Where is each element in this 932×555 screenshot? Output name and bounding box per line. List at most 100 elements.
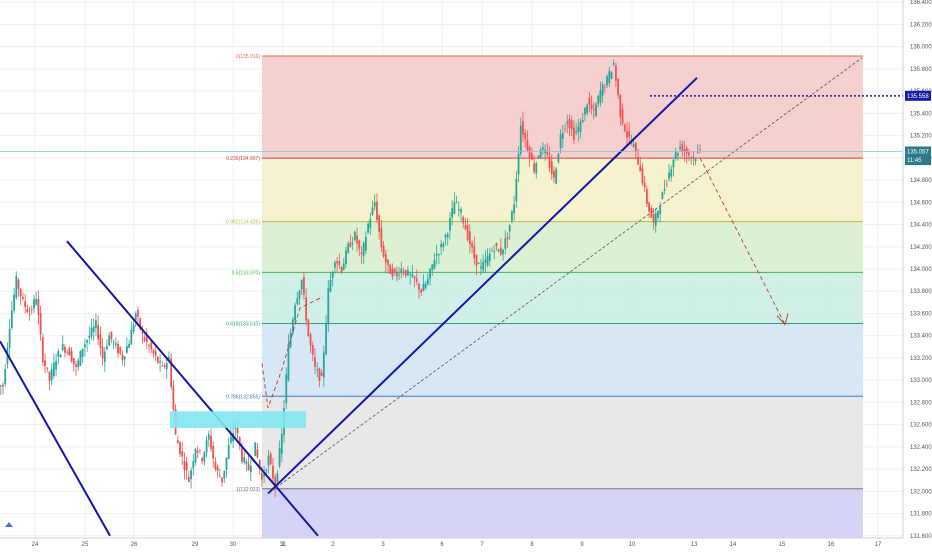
candle-body: [97, 325, 100, 340]
candle-body: [464, 225, 467, 230]
candle-body: [641, 168, 644, 184]
candle-body: [513, 204, 516, 214]
candle-body: [334, 262, 336, 268]
candle-body: [130, 329, 133, 345]
candle-body: [539, 149, 542, 158]
candle-body: [645, 189, 648, 205]
candle-body: [657, 211, 659, 218]
x-tick-label: 14: [730, 542, 737, 548]
candle-body: [407, 270, 409, 275]
dotted-trendline[interactable]: [267, 57, 863, 494]
price-tag-label: 11:45: [907, 158, 922, 164]
candle-body: [497, 249, 500, 252]
candle-body: [83, 344, 86, 348]
candle-body: [205, 440, 208, 453]
candle-body: [546, 152, 549, 155]
candle-body: [418, 283, 420, 290]
channel-line-lower[interactable]: [0, 340, 111, 537]
rising-trendline[interactable]: [267, 77, 698, 495]
candle-body: [597, 95, 600, 105]
candle-body: [572, 127, 575, 140]
candle-body: [4, 369, 7, 385]
candle-body: [170, 358, 173, 387]
candle-body: [61, 343, 64, 351]
candle-body: [152, 350, 155, 354]
candle-body: [37, 298, 40, 315]
candle-body: [207, 434, 210, 440]
fib-zone: [262, 158, 863, 222]
x-tick-label: 16: [828, 542, 835, 548]
candle-body: [402, 271, 405, 274]
candle-body: [258, 460, 261, 470]
candle-body: [648, 202, 651, 212]
candle-body: [17, 279, 20, 290]
candle-body: [462, 217, 465, 224]
candle-body: [230, 436, 232, 443]
candle-body: [48, 371, 51, 381]
fib-zone: [262, 488, 863, 538]
candle-body: [103, 351, 106, 362]
candle-body: [223, 470, 226, 479]
candle-body: [595, 104, 597, 117]
price-tag-label: 135.057: [907, 150, 929, 156]
y-tick-label: 134.000: [910, 267, 932, 273]
drawings[interactable]: [0, 57, 903, 537]
candle-body: [28, 313, 31, 315]
y-tick-label: 133.800: [910, 289, 932, 295]
candle-body: [599, 90, 602, 103]
projection-arrow[interactable]: [699, 157, 786, 325]
candle-body: [192, 461, 195, 469]
candle-body: [280, 433, 283, 454]
candle-body: [165, 362, 168, 370]
candle-body: [639, 165, 642, 172]
candle-body: [526, 139, 529, 150]
candle-body: [349, 242, 352, 247]
y-tick-label: 136.200: [910, 22, 932, 28]
candle-body: [438, 254, 440, 256]
y-tick-label: 134.800: [910, 178, 932, 184]
candle-body: [55, 360, 58, 370]
candle-body: [245, 461, 248, 464]
candle-body: [429, 268, 431, 279]
candle-body: [685, 147, 688, 154]
price-tag: [905, 90, 931, 101]
candle-body: [2, 384, 4, 387]
candle-body: [225, 457, 228, 470]
x-tick-label: 29: [192, 542, 199, 548]
y-tick-label: 133.400: [910, 334, 932, 340]
candle-body: [141, 331, 144, 334]
candle-body: [670, 169, 673, 177]
candle-body: [486, 255, 489, 266]
y-tick-label: 132.600: [910, 423, 932, 429]
x-tick-label: 2: [331, 542, 335, 548]
candle-body: [183, 460, 186, 470]
candle-body: [201, 457, 204, 462]
candle-body: [455, 202, 458, 204]
candle-body: [112, 341, 115, 343]
candle-body: [176, 440, 179, 444]
candle-body: [254, 442, 257, 457]
candle-body: [108, 335, 111, 346]
x-tick-label: 1: [281, 542, 285, 548]
candle-body: [444, 234, 447, 238]
candle-body: [681, 144, 684, 152]
fib-zone: [262, 272, 863, 324]
candle-body: [203, 452, 206, 462]
candle-body: [256, 449, 259, 458]
candle-body: [322, 352, 325, 378]
candle-body: [221, 477, 223, 483]
candle-body: [477, 263, 480, 264]
candle-body: [590, 104, 593, 110]
candle-body: [575, 131, 577, 133]
candle-body: [249, 466, 252, 473]
candle-body: [260, 473, 263, 480]
candle-body: [88, 335, 91, 338]
candle-body: [676, 153, 679, 156]
candles: [0, 59, 701, 498]
x-tick-label: 3: [381, 542, 385, 548]
candle-body: [327, 288, 330, 325]
candle-body: [13, 294, 15, 311]
candle-body: [502, 249, 504, 255]
candle-body: [683, 149, 686, 152]
